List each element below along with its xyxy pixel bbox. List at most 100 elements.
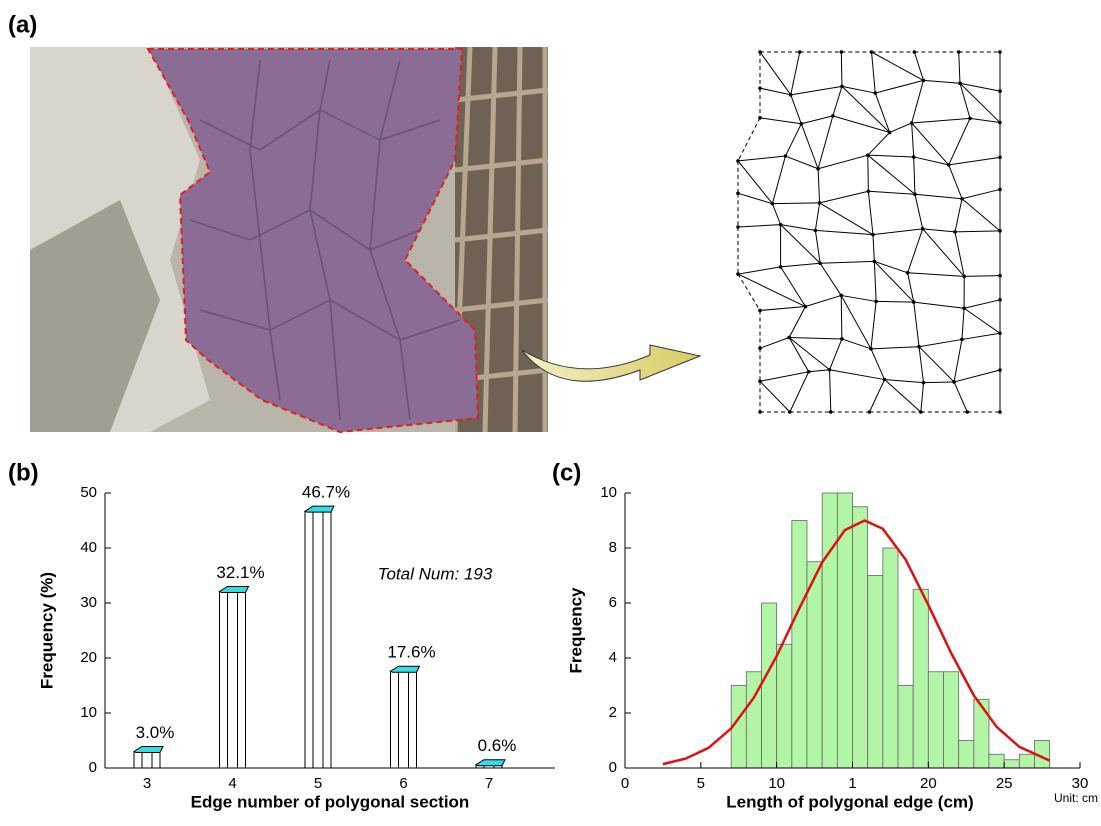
x-tick-label: 0 xyxy=(621,775,629,792)
network-edge xyxy=(772,156,785,204)
histogram-bar xyxy=(807,562,822,768)
network-edge xyxy=(738,118,760,161)
network-node xyxy=(870,50,874,54)
network-node xyxy=(831,114,835,118)
histogram-bar xyxy=(1004,760,1019,768)
network-node xyxy=(922,79,926,83)
histogram-bar xyxy=(822,493,837,768)
network-edge xyxy=(915,194,962,199)
network-edge xyxy=(874,261,913,302)
network-edge xyxy=(830,339,842,370)
network-node xyxy=(867,189,871,193)
network-node xyxy=(788,410,792,414)
network-edge xyxy=(818,169,820,203)
network-edge xyxy=(875,80,923,93)
network-node xyxy=(952,380,956,384)
network-node xyxy=(912,155,916,159)
network-node xyxy=(913,192,917,196)
network-node xyxy=(871,233,875,237)
y-tick-label: 10 xyxy=(80,704,97,721)
x-tick-label: 1 xyxy=(848,775,856,792)
network-edge xyxy=(959,52,960,83)
network-edge xyxy=(921,383,924,412)
network-node xyxy=(804,305,808,309)
network-edge xyxy=(841,295,876,301)
network-node xyxy=(868,410,872,414)
network-edge xyxy=(912,123,949,165)
network-edge xyxy=(954,339,962,382)
unit-note: Unit: cm xyxy=(1054,791,1098,805)
network-edge xyxy=(842,86,875,93)
network-edge xyxy=(869,380,884,412)
network-edge xyxy=(970,118,1000,122)
x-tick-label: 6 xyxy=(399,775,407,792)
network-node xyxy=(922,381,926,385)
network-edge xyxy=(818,155,868,169)
network-edge xyxy=(815,230,873,234)
network-node xyxy=(919,410,923,414)
histogram-bar xyxy=(959,741,974,769)
network-edge xyxy=(962,333,1000,339)
y-tick-label: 30 xyxy=(80,594,97,611)
network-edge xyxy=(790,372,809,412)
network-edge xyxy=(789,337,842,338)
network-edge xyxy=(833,86,842,116)
network-edge xyxy=(815,230,820,263)
network-node xyxy=(912,300,916,304)
network-edge xyxy=(738,161,772,204)
histogram-bar xyxy=(883,548,898,768)
bar xyxy=(305,511,331,768)
y-axis-label: Frequency (%) xyxy=(37,572,56,689)
network-node xyxy=(784,154,788,158)
network-node xyxy=(787,336,791,340)
network-node xyxy=(998,331,1002,335)
polygon-network xyxy=(736,50,1002,414)
network-edge xyxy=(914,302,964,308)
y-tick-label: 0 xyxy=(89,759,97,776)
network-node xyxy=(998,156,1002,160)
value-label: 17.6% xyxy=(387,643,435,662)
network-edge xyxy=(815,203,819,231)
network-edge xyxy=(738,193,772,203)
network-node xyxy=(998,89,1002,93)
network-edge xyxy=(924,382,955,383)
network-edge xyxy=(868,155,869,191)
network-edge xyxy=(868,191,915,194)
network-edge xyxy=(781,263,821,267)
histogram-bar xyxy=(944,672,959,768)
network-edge xyxy=(785,156,818,169)
network-edge xyxy=(949,118,970,165)
network-edge xyxy=(962,199,1000,231)
network-node xyxy=(962,275,966,279)
y-tick-label: 20 xyxy=(80,649,97,666)
bar xyxy=(220,591,246,768)
network-node xyxy=(828,368,832,372)
network-node xyxy=(789,93,793,97)
network-edge xyxy=(841,295,871,348)
network-node xyxy=(818,201,822,205)
network-edge xyxy=(772,203,819,204)
network-node xyxy=(998,298,1002,302)
network-edge xyxy=(868,155,915,194)
network-edge xyxy=(964,276,1000,277)
network-edge xyxy=(885,380,924,383)
network-edge xyxy=(841,295,842,339)
network-node xyxy=(758,116,762,120)
histogram-bar xyxy=(928,672,943,768)
bar-cap xyxy=(391,666,420,672)
bar xyxy=(391,671,417,768)
network-node xyxy=(873,260,877,264)
histogram-bar xyxy=(792,521,807,769)
network-node xyxy=(840,50,844,54)
network-node xyxy=(957,50,961,54)
network-node xyxy=(874,300,878,304)
network-node xyxy=(910,121,914,125)
network-edge xyxy=(789,337,809,371)
x-tick-label: 20 xyxy=(920,775,937,792)
network-edge xyxy=(789,337,829,369)
network-edge xyxy=(876,301,914,302)
network-edge xyxy=(791,86,842,94)
network-edge xyxy=(820,263,841,295)
network-edge xyxy=(912,123,914,157)
x-axis-label: Edge number of polygonal section xyxy=(191,792,470,811)
